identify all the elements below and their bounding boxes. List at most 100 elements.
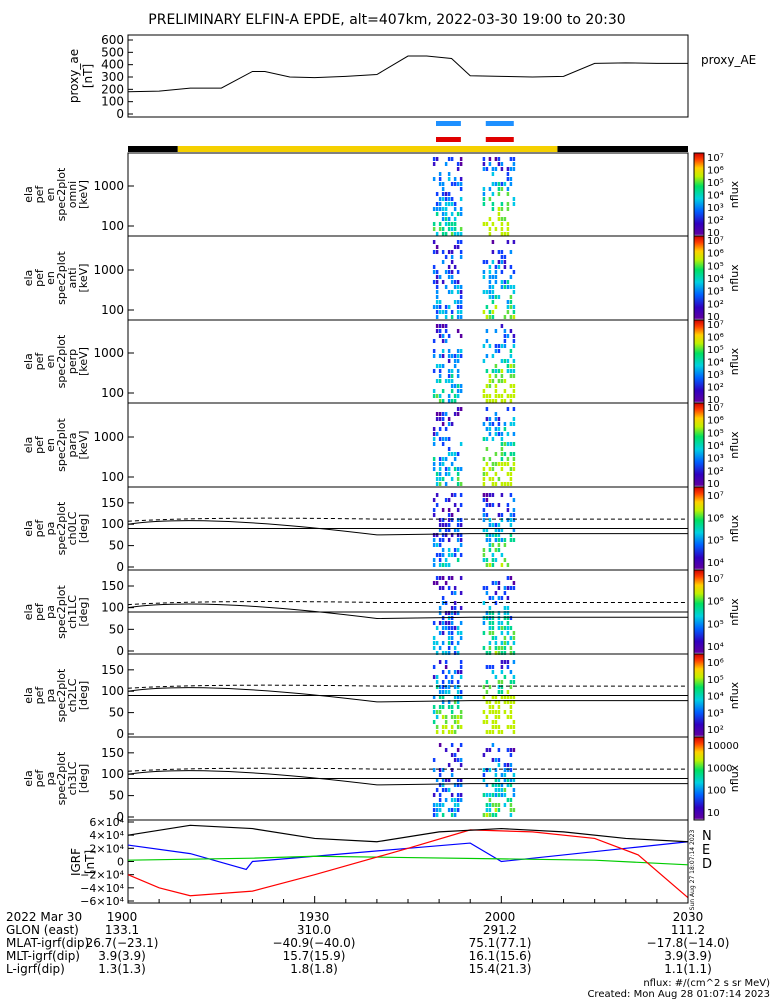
pa-spectrogram-cell (459, 538, 463, 542)
energy-spectrogram-cell (491, 222, 495, 226)
pa-spectrogram-cell (509, 768, 513, 772)
pa-spectrogram-cell (447, 788, 451, 792)
energy-spectrogram-cell (435, 202, 439, 206)
pa-spectrogram-cell (459, 543, 463, 547)
energy-spectrogram-cell (438, 482, 442, 486)
pa-colorbar-tick-label: 10⁴ (707, 692, 724, 703)
energy-spectrogram-cell (450, 354, 454, 358)
energy-spectrogram-cell (503, 359, 507, 363)
pa-spectrogram-cell (450, 793, 454, 797)
pa-spectrogram-cell (432, 758, 436, 762)
energy-spectrogram-cell (447, 422, 451, 426)
energy-spectrogram-cell (456, 270, 460, 274)
energy-spectrogram-cell (447, 447, 451, 451)
pa-spectrogram-cell (441, 641, 445, 645)
energy-spectrogram-cell (447, 467, 451, 471)
proxy-ae-frame (127, 34, 689, 118)
energy-panel-frame (127, 235, 689, 321)
energy-spectrogram-cell (453, 232, 457, 236)
energy-spectrogram-cell (459, 240, 463, 244)
pa-spectrogram-cell (494, 710, 498, 714)
energy-spectrogram-cell (512, 334, 516, 338)
pa-spectrogram-cell (485, 665, 489, 669)
energy-spectrogram-cell (500, 379, 504, 383)
pa-spectrogram-cell (453, 730, 457, 734)
energy-spectrogram-cell (497, 295, 501, 299)
energy-spectrogram-cell (503, 329, 507, 333)
pa-spectrogram-cell (491, 563, 495, 567)
pa-spectrogram-cell (506, 725, 510, 729)
energy-spectrogram-cell (447, 290, 451, 294)
pa-spectrogram-cell (491, 621, 495, 625)
pa-spectrogram-cell (512, 730, 516, 734)
pa-spectrogram-cell (494, 641, 498, 645)
energy-ylabel: [keV] (77, 431, 90, 460)
energy-spectrogram-cell (506, 457, 510, 461)
pa-spectrogram-cell (506, 508, 510, 512)
energy-spectrogram-cell (503, 255, 507, 259)
pa-spectrogram-cell (494, 601, 498, 605)
pa-spectrogram-cell (497, 788, 501, 792)
energy-spectrogram-cell (482, 344, 486, 348)
pa-spectrogram-cell (438, 611, 442, 615)
pa-spectrogram-cell (488, 543, 492, 547)
pa-spectrogram-cell (447, 626, 451, 630)
energy-spectrogram-cell (506, 394, 510, 398)
energy-colorbar-tick-label: 10⁵ (707, 178, 724, 189)
pa-ylabel: ch3LC (66, 761, 79, 795)
pa-spectrogram-cell (444, 788, 448, 792)
pa-spectrogram-cell (459, 670, 463, 674)
pa-colorbar-tick-label: 10⁵ (707, 675, 724, 686)
pa-spectrogram-cell (500, 626, 504, 630)
pa-spectrogram-cell (450, 798, 454, 802)
energy-spectrogram-cell (509, 374, 513, 378)
pa-spectrogram-cell (491, 503, 495, 507)
pa-spectrogram-cell (450, 631, 454, 635)
footer-value: 1900 (107, 910, 138, 924)
energy-ylabel: pef (33, 435, 46, 454)
energy-spectrogram-cell (488, 197, 492, 201)
pa-spectrogram-cell (438, 528, 442, 532)
energy-spectrogram-cell (503, 232, 507, 236)
energy-spectrogram-cell (435, 315, 439, 319)
pa-spectrogram-cell (450, 591, 454, 595)
energy-spectrogram-cell (509, 452, 513, 456)
energy-spectrogram-cell (438, 300, 442, 304)
energy-spectrogram-cell (500, 344, 504, 348)
energy-colorbar-tick-label: 10⁵ (707, 261, 724, 272)
energy-spectrogram-cell (491, 207, 495, 211)
energy-spectrogram-cell (438, 369, 442, 373)
pa-spectrogram-cell (450, 725, 454, 729)
pa-spectrogram-cell (438, 631, 442, 635)
igrf-series-total (127, 824, 689, 843)
pa-spectrogram-cell (509, 533, 513, 537)
energy-spectrogram-cell (441, 412, 445, 416)
pa-spectrogram-cell (488, 631, 492, 635)
pa-spectrogram-cell (488, 700, 492, 704)
pa-ylabel: [deg] (77, 597, 90, 626)
pa-colorbar-tick-label: 10 (707, 808, 720, 819)
energy-spectrogram-cell (488, 399, 492, 403)
pa-ytick-label: 150 (101, 496, 124, 510)
energy-spectrogram-cell (494, 349, 498, 353)
pa-spectrogram-cell (441, 626, 445, 630)
energy-spectrogram-cell (506, 369, 510, 373)
energy-spectrogram-cell (444, 192, 448, 196)
pa-spectrogram-cell (503, 641, 507, 645)
energy-spectrogram-cell (506, 407, 510, 411)
energy-spectrogram-cell (506, 305, 510, 309)
pa-spectrogram-cell (447, 576, 451, 580)
pa-spectrogram-cell (482, 773, 486, 777)
proxy-ae-line (127, 55, 688, 93)
pa-ytick-label: 150 (101, 746, 124, 760)
pa-spectrogram-cell (432, 538, 436, 542)
energy-spectrogram-cell (503, 265, 507, 269)
energy-spectrogram-cell (432, 339, 436, 343)
energy-colorbar (693, 319, 705, 404)
pa-spectrogram-cell (444, 675, 448, 679)
energy-spectrogram-cell (450, 379, 454, 383)
pa-spectrogram-cell (459, 778, 463, 782)
energy-spectrogram-cell (488, 477, 492, 481)
pa-colorbar-tick-label: 10⁴ (707, 642, 724, 653)
pa-spectrogram-cell (432, 720, 436, 724)
